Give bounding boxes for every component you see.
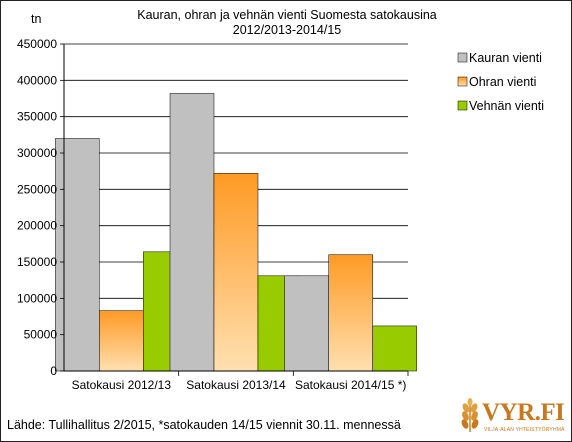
bar-kaura <box>55 138 100 372</box>
bar-ohra <box>99 310 144 372</box>
legend-label: Kauran vienti <box>469 51 542 65</box>
x-category-label: Satokausi 2014/15 *) <box>295 378 406 392</box>
y-axis-unit-label: tn <box>31 12 41 26</box>
y-tick-label: 350000 <box>17 110 57 124</box>
y-tick-label: 450000 <box>17 37 57 51</box>
legend-swatch <box>457 100 468 111</box>
bar-ohra <box>328 254 373 372</box>
chart-title-line-1: Kauran, ohran ja vehnän vienti Suomesta … <box>137 8 437 22</box>
y-tick-label: 400000 <box>17 73 57 87</box>
y-tick-label: 50000 <box>24 328 58 342</box>
legend-label: Vehnän vienti <box>469 99 544 113</box>
y-tick-label: 250000 <box>17 182 57 196</box>
y-tick-label: 0 <box>50 364 57 378</box>
x-category-label: Satokausi 2013/14 <box>186 378 286 392</box>
bar-kaura <box>169 93 215 372</box>
y-tick-label: 150000 <box>17 255 57 269</box>
wheat-icon <box>461 398 479 432</box>
logo-subtext: VILJA-ALAN YHTEISTYÖRYHMÄ <box>484 427 565 433</box>
bar-vehna <box>372 325 417 372</box>
chart-title-line-2: 2012/2013-2014/15 <box>233 23 341 37</box>
source-note: Lähde: Tullihallitus 2/2015, *satokauden… <box>7 418 401 432</box>
x-category-label: Satokausi 2012/13 <box>72 378 172 392</box>
legend-label: Ohran vienti <box>469 75 536 89</box>
logo-text: VYR.FI <box>482 399 565 426</box>
y-tick-label: 300000 <box>17 146 57 160</box>
y-tick-label: 100000 <box>17 291 57 305</box>
vyr-logo: VYR.FI VILJA-ALAN YHTEISTYÖRYHMÄ <box>456 396 568 438</box>
y-tick-label: 200000 <box>17 219 57 233</box>
legend-swatch <box>457 76 468 87</box>
legend-swatch <box>457 52 468 63</box>
bar-kaura <box>284 275 329 372</box>
bar-ohra <box>213 173 259 372</box>
